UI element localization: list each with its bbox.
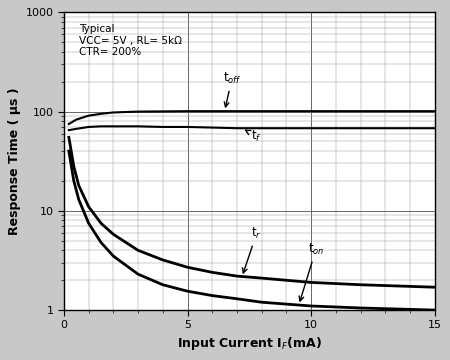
Text: t$_f$: t$_f$: [246, 129, 262, 144]
X-axis label: Input Current I$_F$(mA): Input Current I$_F$(mA): [177, 335, 322, 352]
Text: t$_{on}$: t$_{on}$: [299, 242, 324, 301]
Text: t$_{off}$: t$_{off}$: [223, 71, 241, 107]
Text: Typical
VCC= 5V , RL= 5kΩ
CTR= 200%: Typical VCC= 5V , RL= 5kΩ CTR= 200%: [79, 24, 182, 58]
Y-axis label: Response Time ( μs ): Response Time ( μs ): [9, 87, 21, 235]
Text: t$_r$: t$_r$: [243, 226, 262, 273]
